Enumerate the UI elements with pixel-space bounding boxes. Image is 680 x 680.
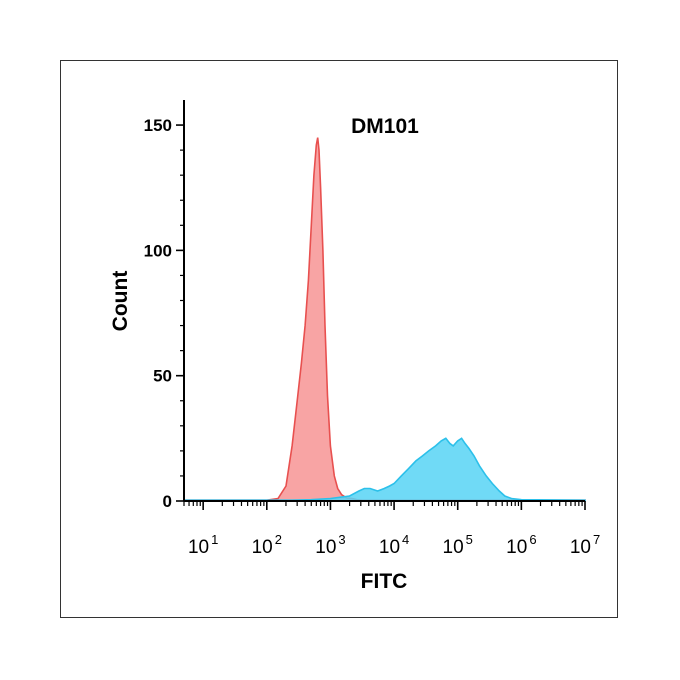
y-tick-label: 50 bbox=[153, 367, 172, 386]
x-tick-label: 10 6 bbox=[506, 532, 536, 558]
axes: 0 50 100 150 10 1 10 2 10 3 10 4 10 5 10 6 10 7 bbox=[144, 100, 600, 558]
histogram-series-2 bbox=[183, 437, 586, 502]
x-tick-label: 10 1 bbox=[188, 532, 218, 558]
y-axis-title: Count bbox=[109, 271, 132, 332]
y-tick-label: 0 bbox=[163, 492, 172, 511]
histogram-areas bbox=[183, 137, 586, 502]
y-tick-label: 100 bbox=[144, 241, 172, 260]
x-tick-label: 10 3 bbox=[315, 532, 345, 558]
x-tick-label: 10 5 bbox=[443, 532, 473, 558]
y-tick-label: 150 bbox=[144, 116, 172, 135]
histogram-series-1 bbox=[183, 137, 586, 502]
x-tick-label: 10 2 bbox=[252, 532, 282, 558]
figure-frame bbox=[60, 60, 618, 618]
chart-title: DM101 bbox=[351, 115, 419, 138]
x-tick-label: 10 4 bbox=[379, 532, 409, 558]
x-tick-label: 10 7 bbox=[570, 532, 600, 558]
x-axis-title: FITC bbox=[361, 570, 408, 593]
